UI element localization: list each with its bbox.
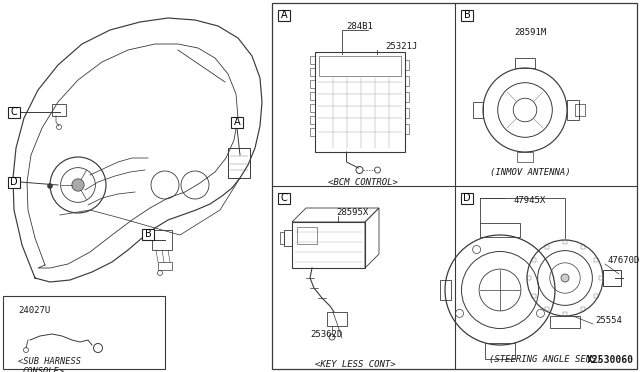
Circle shape	[561, 274, 569, 282]
FancyBboxPatch shape	[8, 106, 20, 118]
Bar	[517, 152, 533, 162]
Bar	[327, 312, 347, 326]
Bar	[575, 104, 585, 116]
FancyBboxPatch shape	[461, 192, 473, 203]
Circle shape	[72, 179, 84, 191]
Text: X2530060: X2530060	[587, 355, 634, 365]
Text: CONSOLE>: CONSOLE>	[23, 367, 65, 372]
Bar	[405, 108, 409, 118]
Bar	[158, 262, 172, 270]
Bar	[532, 258, 536, 262]
FancyBboxPatch shape	[231, 116, 243, 128]
Text: <KEY LESS CONT>: <KEY LESS CONT>	[315, 360, 396, 369]
Text: <SUB HARNESS: <SUB HARNESS	[18, 357, 81, 366]
Bar	[440, 280, 451, 300]
Bar	[284, 230, 292, 246]
Bar	[315, 52, 405, 152]
Bar	[594, 294, 598, 298]
Text: B: B	[145, 229, 152, 239]
Text: 25554: 25554	[595, 316, 622, 325]
Bar	[292, 222, 365, 268]
Text: 25362D: 25362D	[310, 330, 342, 339]
Bar	[310, 128, 315, 136]
Bar	[480, 223, 520, 237]
Circle shape	[47, 183, 52, 189]
Bar	[3, 296, 165, 369]
Text: 25321J: 25321J	[385, 42, 417, 51]
Bar	[567, 100, 579, 120]
Bar	[310, 116, 315, 124]
Text: 284B1: 284B1	[347, 22, 373, 31]
Text: 47670D: 47670D	[607, 256, 639, 265]
Bar	[545, 307, 549, 311]
Text: 28595X: 28595X	[336, 208, 368, 217]
Bar	[581, 307, 585, 311]
Bar	[405, 124, 409, 134]
Bar	[319, 56, 401, 76]
Bar	[310, 80, 315, 88]
Text: <BCM CONTROL>: <BCM CONTROL>	[328, 178, 398, 187]
FancyBboxPatch shape	[278, 192, 290, 203]
FancyBboxPatch shape	[142, 228, 154, 240]
Bar	[563, 240, 567, 244]
Bar	[405, 92, 409, 102]
Text: (INMOV ANTENNA): (INMOV ANTENNA)	[490, 168, 570, 177]
Text: C: C	[280, 193, 287, 203]
Bar	[228, 148, 250, 178]
Text: B: B	[463, 10, 470, 20]
Bar	[405, 60, 409, 70]
Bar	[485, 343, 515, 359]
Text: 24027U: 24027U	[18, 306, 51, 315]
FancyBboxPatch shape	[461, 10, 473, 20]
Text: C: C	[11, 107, 17, 117]
Bar	[152, 230, 172, 250]
Bar	[310, 68, 315, 76]
Bar	[550, 316, 580, 328]
Text: (STEERING ANGLE SENS): (STEERING ANGLE SENS)	[488, 355, 602, 364]
Bar	[473, 102, 483, 118]
Bar	[310, 104, 315, 112]
Bar	[310, 92, 315, 100]
FancyBboxPatch shape	[278, 10, 290, 20]
Bar	[581, 245, 585, 249]
Bar	[515, 58, 535, 68]
Bar	[599, 276, 603, 280]
Text: A: A	[234, 117, 240, 127]
Text: A: A	[281, 10, 287, 20]
Bar	[563, 312, 567, 316]
Text: D: D	[10, 177, 18, 187]
Bar	[532, 294, 536, 298]
Text: 28591M: 28591M	[514, 28, 546, 37]
Text: 47945X: 47945X	[514, 196, 546, 205]
Bar	[297, 227, 317, 244]
Bar	[603, 270, 621, 286]
Bar	[545, 245, 549, 249]
Bar	[527, 276, 531, 280]
Bar	[310, 56, 315, 64]
FancyBboxPatch shape	[8, 176, 20, 187]
Bar	[594, 258, 598, 262]
Bar	[272, 3, 637, 369]
Bar	[52, 104, 66, 116]
Bar	[280, 232, 284, 244]
Bar	[405, 76, 409, 86]
Text: D: D	[463, 193, 471, 203]
